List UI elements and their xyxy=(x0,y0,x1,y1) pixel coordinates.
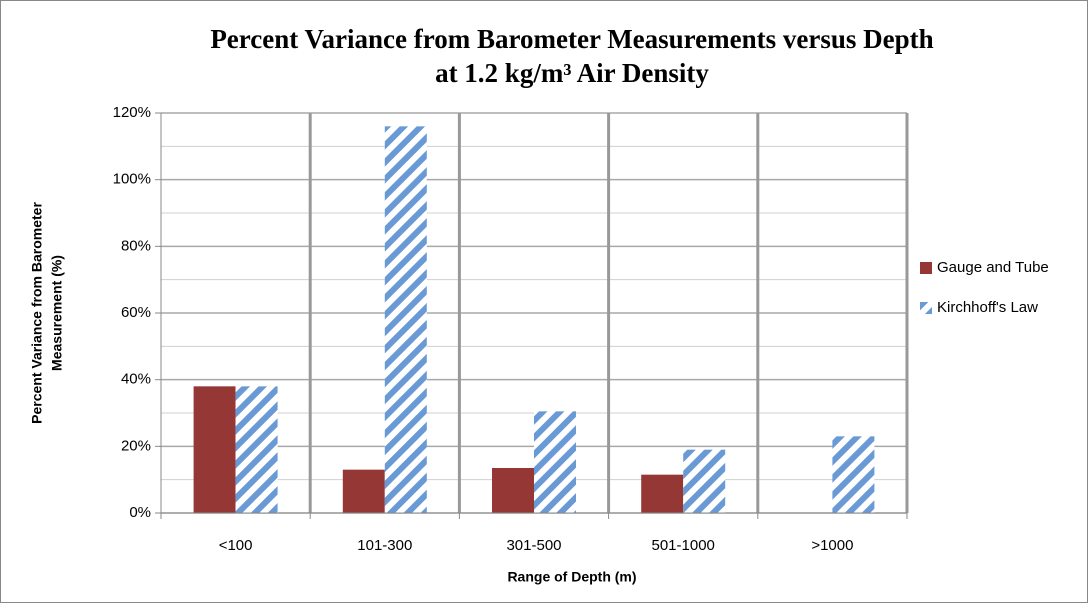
bar xyxy=(235,386,278,513)
bar xyxy=(832,436,875,513)
x-tick-label: 101-300 xyxy=(357,537,412,554)
legend-swatch xyxy=(920,302,932,314)
y-axis-title: Measurement (%) xyxy=(49,255,65,371)
chart-title: Percent Variance from Barometer Measurem… xyxy=(210,24,933,54)
bar xyxy=(193,386,236,513)
bar xyxy=(683,449,726,513)
x-axis-title: Range of Depth (m) xyxy=(507,569,636,585)
legend-label: Gauge and Tube xyxy=(937,259,1049,276)
y-tick-label: 40% xyxy=(121,371,151,388)
legend-label: Kirchhoff's Law xyxy=(937,299,1038,316)
x-tick-label: >1000 xyxy=(811,537,853,554)
y-tick-label: 80% xyxy=(121,237,151,254)
bar xyxy=(492,468,534,513)
bar xyxy=(342,469,385,513)
y-tick-label: 0% xyxy=(129,504,151,521)
y-tick-label: 60% xyxy=(121,304,151,321)
x-tick-label: 301-500 xyxy=(506,537,561,554)
x-tick-label: <100 xyxy=(219,537,253,554)
bar xyxy=(534,411,576,513)
y-tick-label: 20% xyxy=(121,437,151,454)
y-tick-label: 100% xyxy=(113,171,151,188)
bar xyxy=(384,126,427,513)
legend-swatch xyxy=(920,262,932,274)
y-tick-label: 120% xyxy=(113,104,151,121)
chart-title: at 1.2 kg/m³ Air Density xyxy=(435,58,709,88)
x-tick-label: 501-1000 xyxy=(651,537,714,554)
bar xyxy=(641,474,684,513)
y-axis-title: Percent Variance from Barometer xyxy=(29,202,45,424)
